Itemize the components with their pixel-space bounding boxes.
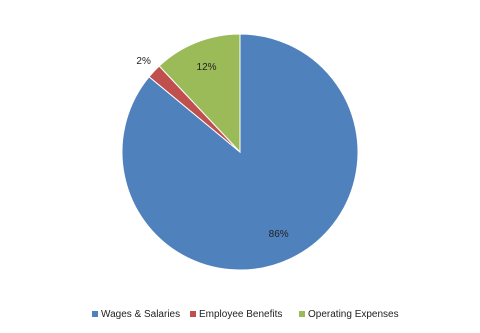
legend-marker — [92, 311, 98, 317]
slice-label: 2% — [136, 56, 151, 67]
legend-marker — [190, 311, 196, 317]
legend-label: Employee Benefits — [199, 309, 282, 320]
slice-label: 86% — [269, 229, 289, 240]
pie-slice — [158, 33, 241, 154]
legend-label: Operating Expenses — [308, 309, 399, 320]
legend-marker — [299, 311, 305, 317]
slice-label: 12% — [197, 62, 217, 73]
legend-label: Wages & Salaries — [101, 309, 180, 320]
